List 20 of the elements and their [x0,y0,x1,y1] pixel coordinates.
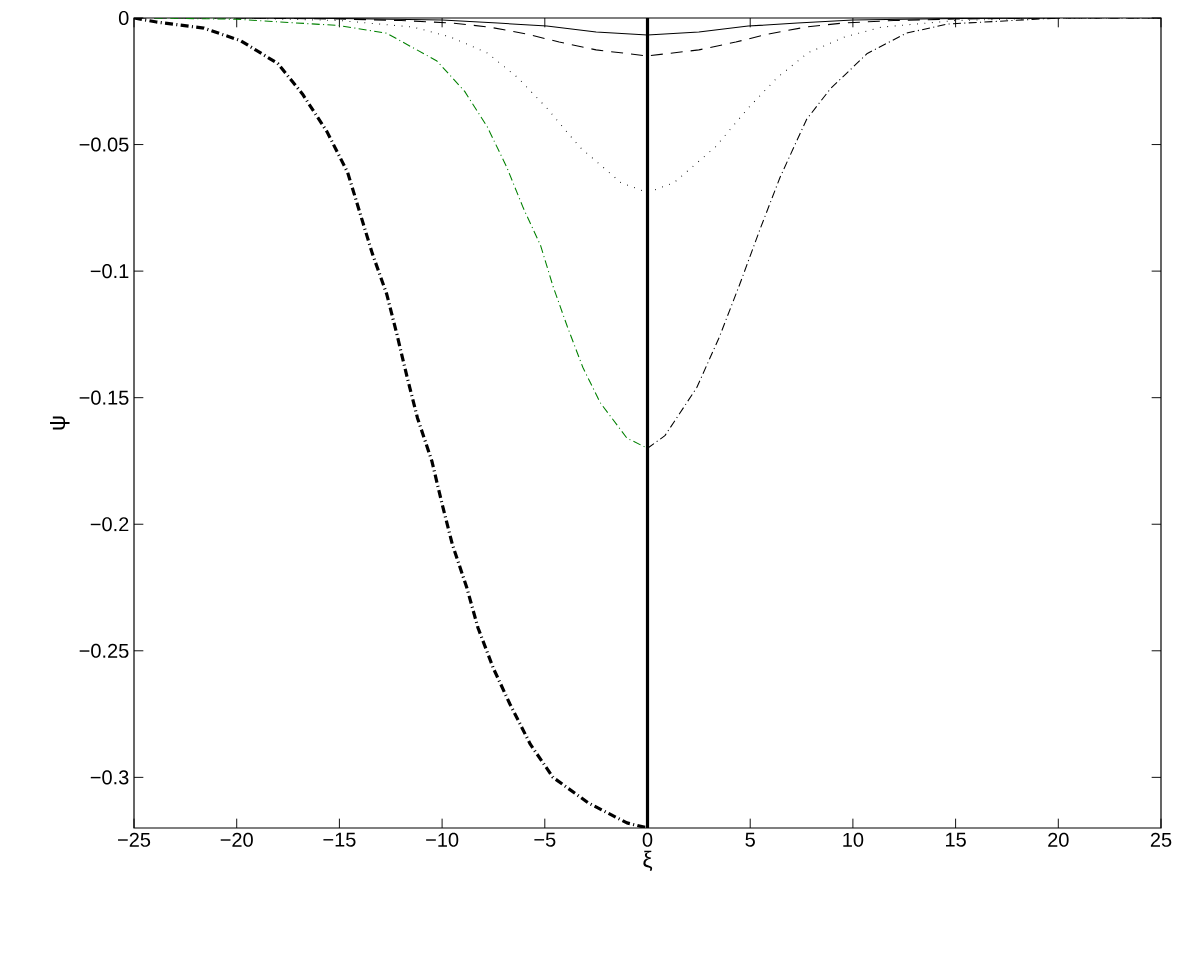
y-tick-label: −0.15 [79,390,129,405]
y-tick-label: −0.25 [79,643,129,658]
y-tick-label: 0 [118,10,129,26]
x-tick-label: −15 [323,832,356,847]
x-tick-label: 25 [1150,832,1172,847]
y-tick-label: −0.2 [90,517,129,532]
x-tick-label: −10 [426,832,459,847]
y-axis-title: ψ [50,416,70,430]
x-tick-label: 15 [946,832,966,847]
x-tick-label: −25 [118,832,151,847]
x-tick-label: 5 [745,832,755,847]
y-tick-label: −0.3 [90,770,129,785]
x-tick-label: −20 [220,832,253,847]
x-tick-label: −5 [534,832,556,847]
x-tick-label: 0 [642,832,653,847]
y-tick-label: −0.05 [79,137,129,152]
x-tick-label: 20 [1048,832,1069,847]
x-axis-title: ξ [643,850,653,872]
y-tick-label: −0.1 [90,264,129,279]
x-tick-label: 10 [843,832,864,847]
